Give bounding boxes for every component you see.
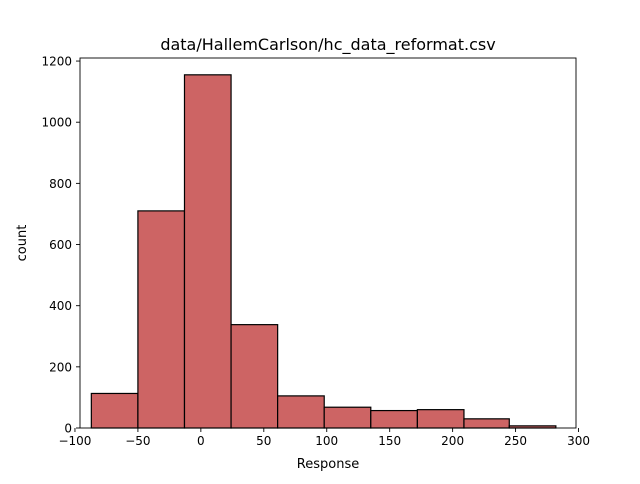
histogram-bar-3 [230, 324, 279, 429]
y-tick-label: 1200 [41, 55, 72, 69]
x-tick-label: 50 [256, 434, 271, 448]
y-tick-label: 800 [49, 177, 72, 191]
histogram-bar-4 [277, 395, 325, 429]
histogram-bar-6 [370, 409, 418, 429]
histogram-bar-5 [323, 406, 372, 429]
x-tick-label: 0 [197, 434, 205, 448]
y-tick-label: 1000 [41, 116, 72, 130]
x-tick-label: 200 [441, 434, 464, 448]
x-tick-label: −50 [125, 434, 150, 448]
chart-title: data/HallemCarlson/hc_data_reformat.csv [160, 35, 495, 55]
histogram-bar-7 [416, 409, 465, 429]
bars-group [90, 74, 557, 429]
histogram-bar-1 [137, 210, 186, 429]
x-tick-label: 150 [378, 434, 401, 448]
x-tick-label: −100 [58, 434, 91, 448]
histogram-bar-2 [183, 74, 232, 429]
x-tick-label: 250 [504, 434, 527, 448]
x-axis-label: Response [297, 457, 359, 472]
histogram-bar-8 [463, 418, 510, 429]
y-tick-label: 400 [49, 299, 72, 313]
plot-frame [79, 57, 577, 429]
y-axis-label: count [15, 225, 30, 262]
y-tick-label: 600 [49, 238, 72, 252]
y-axis-ticks: 0 200 400 600 800 1000 1200 [41, 55, 80, 436]
x-tick-label: 300 [567, 434, 590, 448]
histogram-bar-0 [90, 392, 139, 429]
x-axis-ticks: −100 −50 0 50 100 150 200 250 300 [58, 428, 590, 448]
y-tick-label: 200 [49, 360, 72, 374]
x-tick-label: 100 [315, 434, 338, 448]
y-tick-label: 0 [64, 422, 72, 436]
